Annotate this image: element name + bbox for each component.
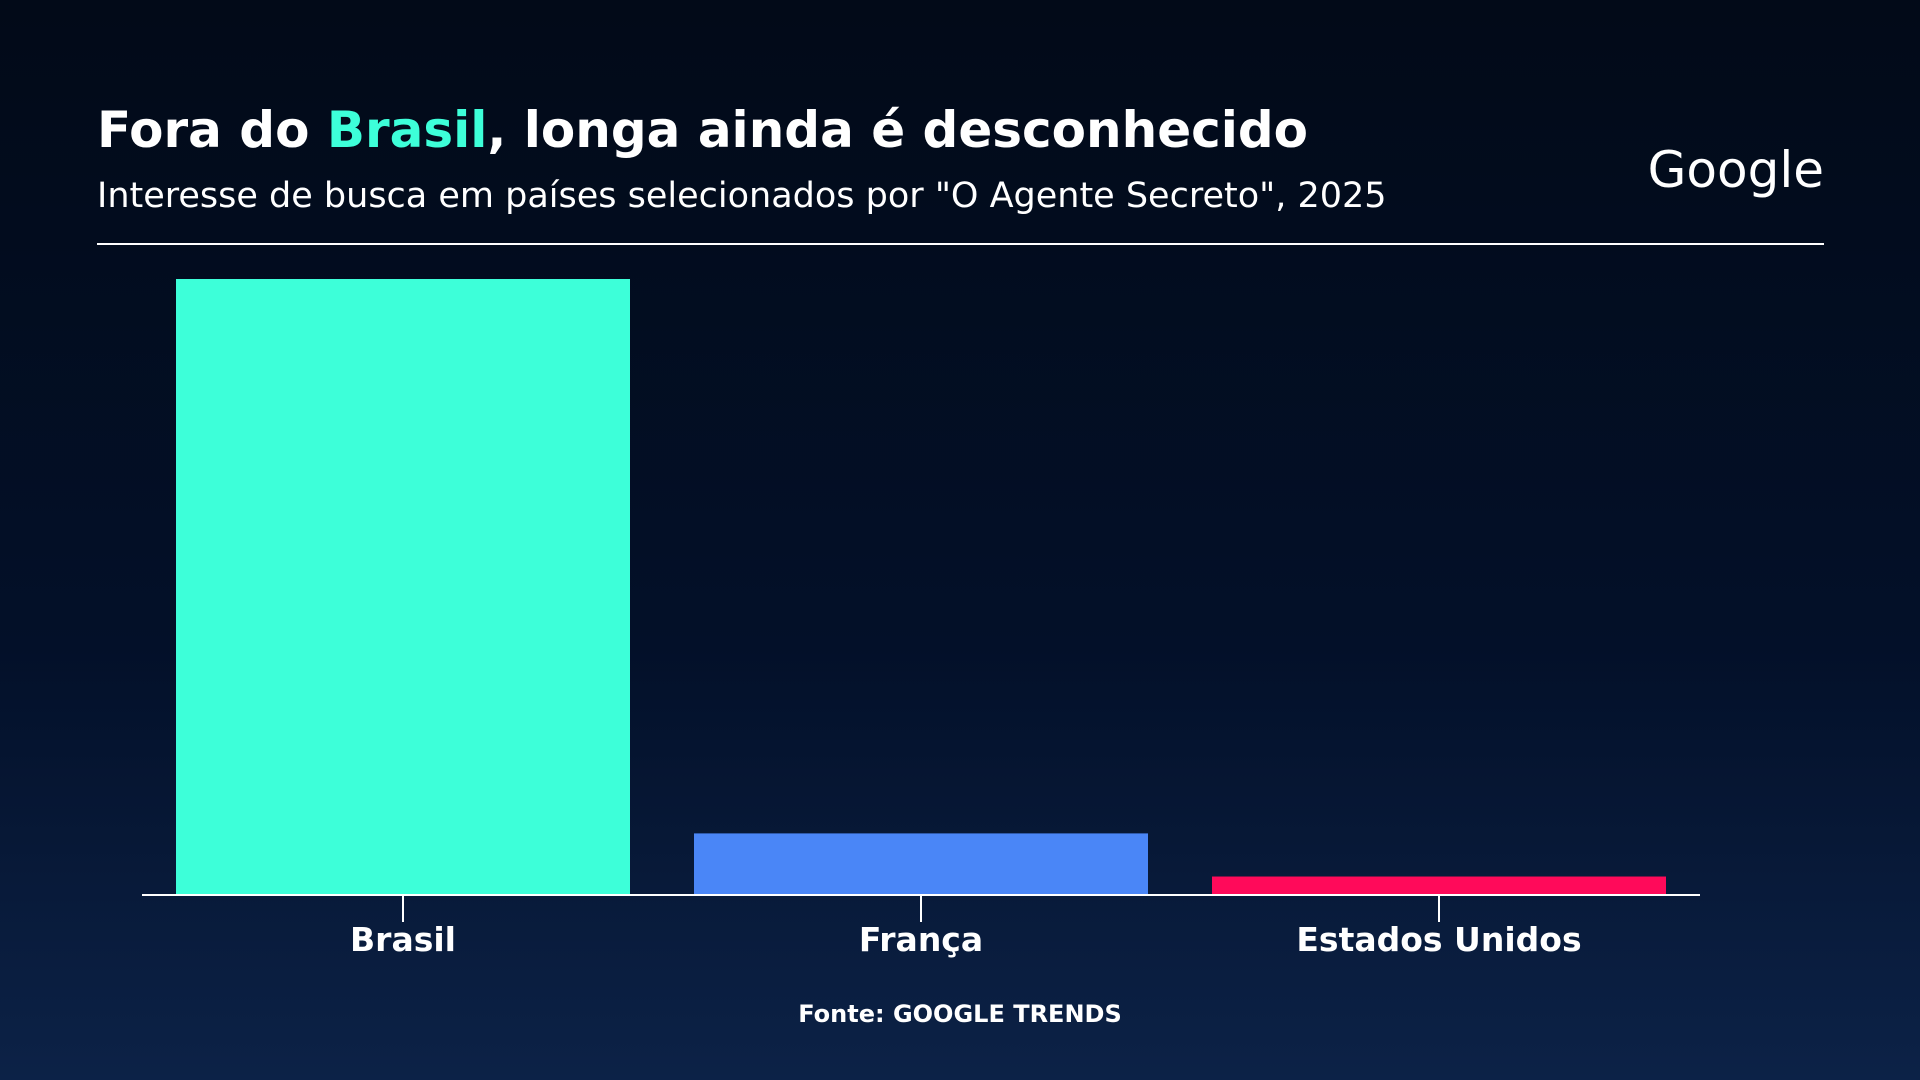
bar [694, 833, 1148, 895]
chart-title: Fora do Brasil, longa ainda é desconheci… [97, 101, 1308, 159]
x-tick-label: Estados Unidos [1296, 920, 1581, 959]
source-note: Fonte: GOOGLE TRENDS [798, 1000, 1121, 1028]
chart-subtitle: Interesse de busca em países selecionado… [97, 176, 1387, 216]
logo: Google [1648, 141, 1824, 199]
bar [176, 279, 630, 895]
x-tick-label: França [859, 920, 983, 959]
x-tick-label: Brasil [350, 920, 456, 959]
bar [1212, 876, 1666, 895]
